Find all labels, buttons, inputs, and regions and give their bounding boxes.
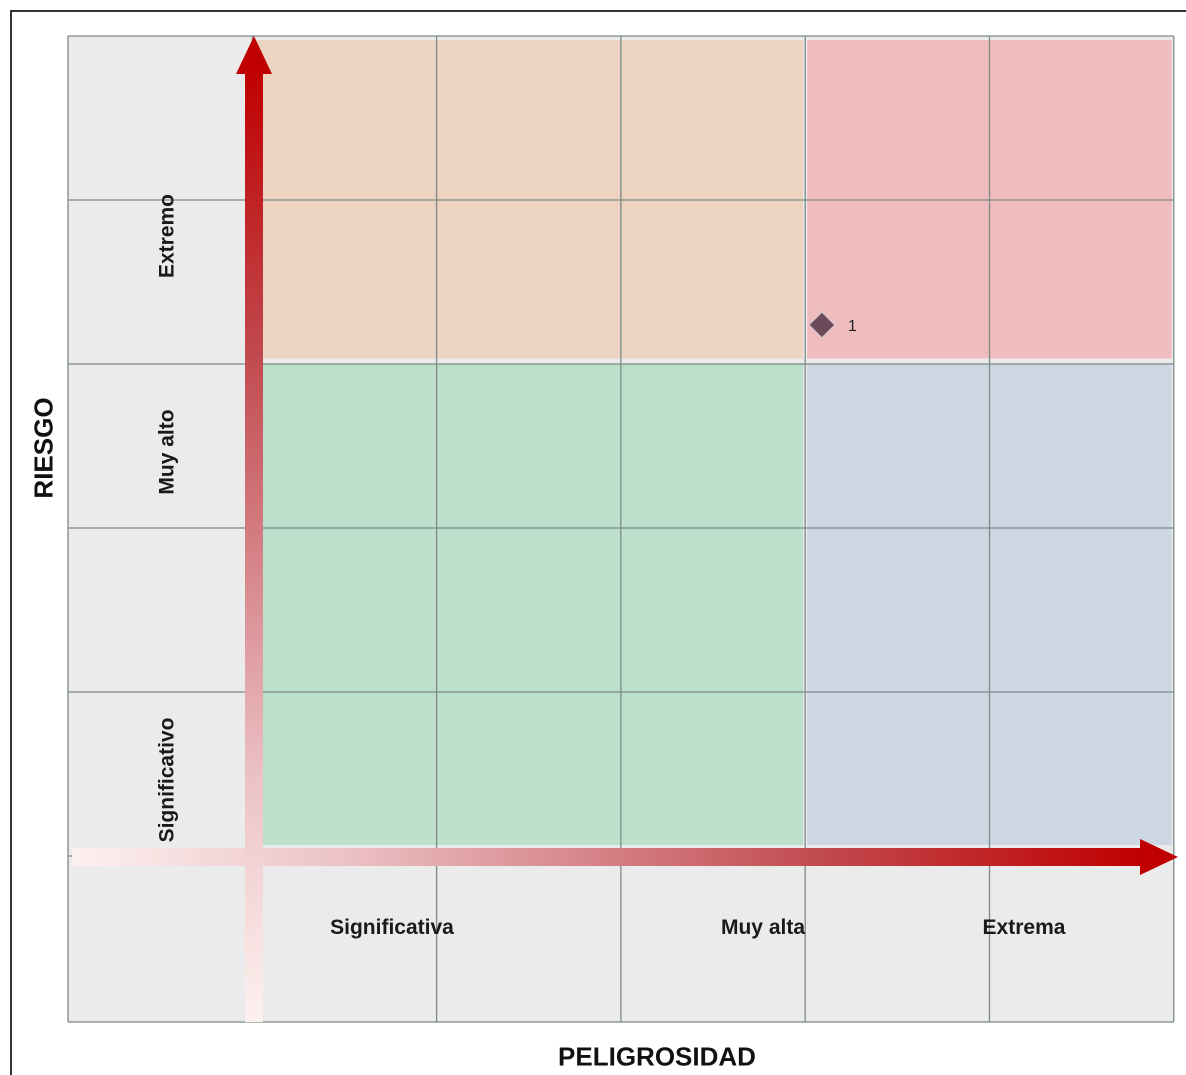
y-tick-label: Muy alto <box>156 409 179 494</box>
x-tick-label: Significativa <box>330 916 454 939</box>
y-tick-label: Extremo <box>156 194 179 278</box>
y-axis-arrowhead <box>236 36 272 74</box>
risk-zone-3 <box>254 364 804 845</box>
x-tick-label: Extrema <box>983 916 1066 939</box>
risk-zone-1 <box>254 40 804 359</box>
x-axis-arrow-shaft <box>72 848 1142 866</box>
x-axis-title: PELIGROSIDAD <box>558 1041 756 1072</box>
x-axis-arrowhead <box>1140 839 1178 875</box>
y-axis-title: RIESGO <box>28 397 59 499</box>
data-point-marker[interactable] <box>808 311 836 339</box>
y-axis-arrow-shaft <box>245 70 263 1022</box>
chart-frame <box>10 10 1186 1075</box>
data-point-label: 1 <box>848 318 857 335</box>
x-tick-label: Muy alta <box>721 916 805 939</box>
y-tick-label: Significativo <box>156 718 179 843</box>
